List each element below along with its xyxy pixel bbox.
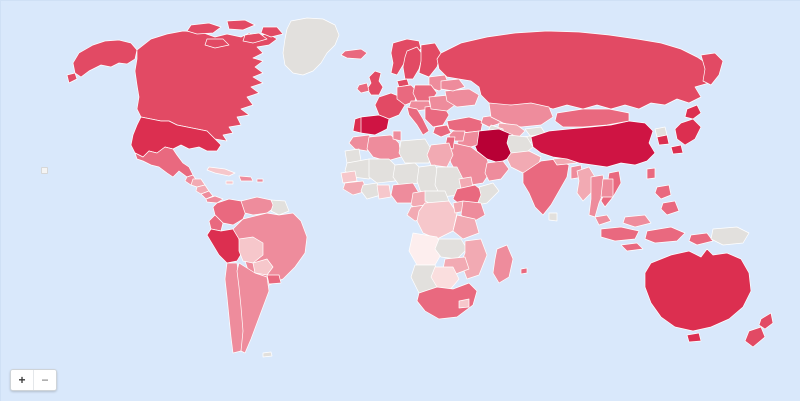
country-cambodia-laos[interactable]: [600, 178, 614, 198]
country-philippines[interactable]: [654, 184, 680, 216]
country-madagascar[interactable]: [492, 244, 514, 284]
country-sri-lanka[interactable]: [548, 212, 558, 222]
country-ukraine[interactable]: [444, 88, 480, 108]
countries-layer[interactable]: [66, 17, 774, 358]
country-mauritius[interactable]: [520, 267, 528, 275]
country-belarus[interactable]: [440, 78, 466, 92]
country-egypt[interactable]: [426, 142, 454, 168]
country-new-zealand[interactable]: [744, 312, 774, 348]
country-tanzania[interactable]: [452, 214, 480, 240]
country-peru[interactable]: [206, 228, 244, 264]
country-panama[interactable]: [205, 195, 224, 204]
country-canada-islands[interactable]: [186, 19, 284, 49]
country-south-africa[interactable]: [416, 282, 478, 320]
country-algeria[interactable]: [366, 134, 402, 162]
country-libya[interactable]: [398, 138, 432, 164]
country-papua-new-guinea[interactable]: [710, 226, 750, 246]
country-yemen-oman[interactable]: [484, 160, 510, 182]
country-japan[interactable]: [670, 104, 702, 155]
country-costa-rica[interactable]: [200, 190, 214, 200]
country-ghana[interactable]: [376, 184, 392, 200]
country-thailand[interactable]: [588, 174, 606, 218]
map-marker-icon: [41, 167, 48, 174]
country-united-kingdom[interactable]: [366, 70, 384, 96]
country-taiwan[interactable]: [646, 167, 656, 180]
country-colombia[interactable]: [212, 198, 248, 226]
country-uruguay[interactable]: [266, 274, 282, 285]
country-paraguay[interactable]: [252, 258, 274, 276]
country-ireland[interactable]: [356, 82, 370, 94]
country-myanmar[interactable]: [576, 166, 596, 202]
country-australia[interactable]: [644, 248, 752, 332]
country-iceland[interactable]: [340, 48, 368, 60]
zoom-control[interactable]: + −: [10, 369, 57, 391]
country-falklands[interactable]: [262, 351, 273, 358]
country-kazakhstan[interactable]: [488, 102, 554, 128]
country-china[interactable]: [530, 120, 656, 168]
country-mongolia[interactable]: [554, 108, 630, 128]
country-puerto-rico[interactable]: [256, 178, 264, 183]
country-greece[interactable]: [432, 124, 452, 138]
country-tasmania[interactable]: [686, 332, 702, 343]
country-senegal-gambia[interactable]: [340, 170, 358, 184]
country-tunisia[interactable]: [392, 130, 402, 142]
country-indonesia[interactable]: [600, 226, 714, 252]
country-lesotho[interactable]: [458, 298, 470, 309]
country-portugal[interactable]: [352, 116, 362, 134]
country-ivory-coast[interactable]: [360, 182, 382, 200]
country-somalia[interactable]: [476, 182, 500, 206]
country-alaska[interactable]: [66, 39, 138, 84]
country-russia-far-east[interactable]: [700, 52, 724, 86]
country-south-korea[interactable]: [656, 134, 670, 146]
country-sweden[interactable]: [402, 46, 424, 80]
country-mali[interactable]: [368, 158, 398, 184]
country-greenland[interactable]: [282, 17, 340, 76]
country-finland[interactable]: [418, 42, 442, 78]
zoom-in-button[interactable]: +: [11, 370, 33, 390]
country-bolivia[interactable]: [238, 236, 264, 264]
zoom-out-button[interactable]: −: [34, 370, 56, 390]
country-russia[interactable]: [436, 30, 718, 110]
country-cuba[interactable]: [206, 166, 236, 177]
country-malaysia[interactable]: [594, 214, 652, 228]
country-hispaniola[interactable]: [238, 175, 254, 182]
country-jamaica[interactable]: [225, 180, 234, 185]
zoom-control-divider: [33, 370, 34, 390]
country-italy[interactable]: [406, 106, 430, 136]
country-argentina[interactable]: [236, 262, 270, 354]
